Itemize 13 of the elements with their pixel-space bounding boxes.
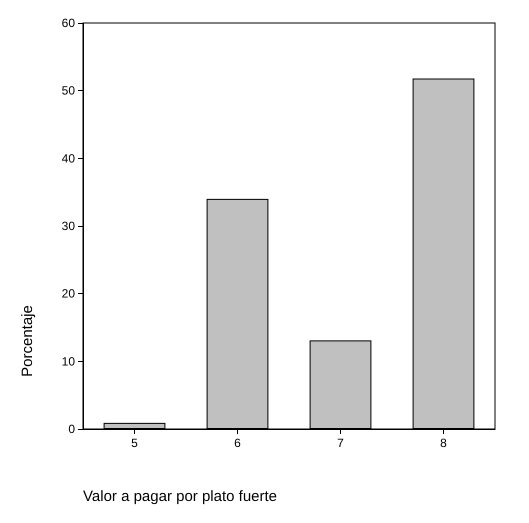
- x-tick-label: 8: [440, 436, 448, 450]
- y-tick-label: 20: [62, 286, 76, 301]
- y-tick-label: 40: [62, 151, 76, 166]
- y-tick-label: 60: [62, 16, 76, 30]
- y-tick-label: 50: [62, 84, 76, 98]
- x-tick-label: 7: [337, 436, 344, 450]
- y-tick-label: 10: [62, 354, 76, 368]
- y-tick-label: 0: [68, 422, 76, 436]
- y-axis-title: Porcentaje: [19, 305, 36, 377]
- y-tick-label: 30: [62, 219, 76, 233]
- x-tick-label: 6: [234, 436, 242, 450]
- x-axis-title: Valor a pagar por plato fuerte: [83, 488, 278, 505]
- x-tick-label: 5: [131, 436, 138, 450]
